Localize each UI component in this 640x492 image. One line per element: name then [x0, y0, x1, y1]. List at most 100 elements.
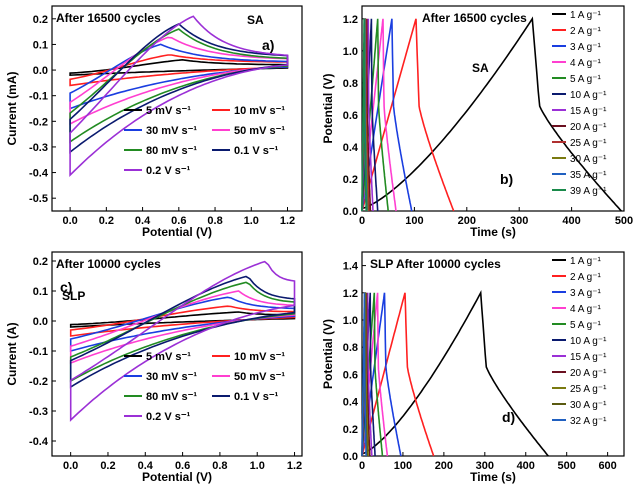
legend-entry: 20 A g⁻¹ [570, 122, 607, 133]
legend-entry: 10 mV s⁻¹ [234, 105, 285, 117]
x-tick-label: 0.2 [100, 460, 115, 472]
legend-entry: 10 A g⁻¹ [570, 336, 607, 347]
y-tick-label: 1.2 [343, 14, 358, 26]
x-tick-label: 0.8 [207, 215, 222, 227]
y-tick-label: -0.3 [29, 406, 48, 418]
legend-entry: 32 A g⁻¹ [570, 416, 607, 427]
plot-frame [361, 5, 625, 212]
y-tick-label: 0.0 [343, 451, 358, 463]
x-tick-label: 0 [359, 215, 365, 227]
panel-1-axes: 0 100 200 300 400 500 0.0 0.2 0.4 0.6 0.8 1.0 1.2 Tim… [321, 5, 633, 239]
legend-entry: 0.2 V s⁻¹ [146, 411, 191, 423]
x-tick-label: 0.4 [138, 460, 154, 472]
gcd-curve-1 [361, 290, 549, 457]
y-tick-label: 0.8 [343, 78, 358, 90]
legend-entry: 20 A g⁻¹ [570, 368, 607, 379]
panel-0-series [69, 15, 289, 178]
legend-entry: 4 A g⁻¹ [570, 58, 602, 69]
legend-entry: 5 A g⁻¹ [570, 74, 602, 85]
x-tick-label: 100 [394, 460, 412, 472]
x-tick-label: 600 [598, 460, 616, 472]
y-tick-label: 0.8 [343, 342, 358, 354]
panel-0-legend: 5 mV s⁻¹ 10 mV s⁻¹ 30 mV s⁻¹ 50 mV s⁻¹ 80 mV… [124, 105, 285, 177]
y-tick-label: 0.2 [343, 424, 358, 436]
legend-entry: 15 A g⁻¹ [570, 352, 607, 363]
y-tick-label: 0.6 [343, 110, 358, 122]
y-tick-label: -0.5 [29, 193, 48, 205]
y-tick-label: -0.1 [29, 346, 48, 358]
y-tick-label: 0.2 [33, 256, 48, 268]
gcd-curve-2 [361, 18, 455, 212]
y-tick-label: -0.4 [29, 168, 49, 180]
x-tick-label: 0.6 [171, 215, 186, 227]
legend-entry: 35 A g⁻¹ [570, 170, 607, 181]
y-tick-label: 0.4 [343, 397, 359, 409]
sample-tag: SA [472, 61, 489, 75]
x-tick-label: 400 [562, 215, 580, 227]
legend-entry: 50 mV s⁻¹ [234, 371, 285, 383]
gcd-curve-4 [361, 18, 397, 212]
x-tick-label: 500 [615, 215, 633, 227]
legend-entry: 1 A g⁻¹ [570, 10, 602, 21]
cv-curve-5 [69, 28, 289, 144]
plot-frame [51, 251, 303, 457]
sample-tag: SLP [62, 289, 85, 303]
legend-entry: 80 mV s⁻¹ [146, 391, 197, 403]
gcd-curve-3 [361, 18, 413, 212]
y-axis-label: Current (mA) [5, 71, 19, 145]
cv-curve-6 [69, 275, 296, 389]
y-tick-label: 0.0 [33, 316, 48, 328]
y-tick-label: -0.2 [29, 376, 48, 388]
legend-entry: 2 A g⁻¹ [570, 26, 602, 37]
panel-3-legend: 1 A g⁻¹ 2 A g⁻¹ 3 A g⁻¹ 4 A g⁻¹ 5 A g⁻¹ 10 A … [552, 256, 607, 427]
x-tick-label: 200 [458, 215, 476, 227]
panel-letter: d) [502, 409, 515, 425]
legend-entry: 4 A g⁻¹ [570, 304, 602, 315]
y-tick-label: -0.4 [29, 436, 49, 448]
panel-letter: a) [262, 37, 274, 53]
legend-entry: 2 A g⁻¹ [570, 272, 602, 283]
panel-title: After 16500 cycles [56, 11, 161, 25]
y-tick-label: 1.2 [343, 288, 358, 300]
y-tick-label: -0.2 [29, 116, 48, 128]
legend-entry: 25 A g⁻¹ [570, 138, 607, 149]
legend-entry: 25 A g⁻¹ [570, 384, 607, 395]
panel-2-axes: 0.0 0.2 0.4 0.6 0.8 1.0 1.2 0.2 0.1 0.0 -0.1 -0.2 -0… [5, 251, 303, 484]
y-tick-label: 1.0 [343, 46, 358, 58]
x-tick-label: 0.6 [175, 460, 190, 472]
panel-2-legend: 5 mV s⁻¹ 10 mV s⁻¹ 30 mV s⁻¹ 50 mV s⁻¹ 80 mV… [124, 351, 285, 423]
x-tick-label: 200 [435, 460, 453, 472]
x-tick-label: 300 [510, 215, 528, 227]
panel-0-axes: 0.0 0.2 0.4 0.6 0.8 1.0 1.2 0.2 0.1 0.0 -0.1 -0.2 -0… [5, 5, 303, 239]
legend-entry: 10 mV s⁻¹ [234, 351, 285, 363]
x-tick-label: 400 [517, 460, 535, 472]
x-tick-label: 0 [359, 460, 365, 472]
y-tick-label: 0.2 [343, 174, 358, 186]
gcd-curve-2 [361, 292, 435, 457]
y-tick-label: 0.0 [33, 65, 48, 77]
x-tick-label: 0.8 [212, 460, 227, 472]
panel-letter: c) [60, 279, 72, 295]
panel-1-series [361, 16, 622, 212]
panel-2-series [69, 260, 296, 422]
cv-curve-7 [69, 15, 289, 178]
legend-entry: 0.1 V s⁻¹ [234, 391, 279, 403]
cv-curve-3 [69, 296, 296, 353]
panel-title: After 10000 cycles [56, 257, 161, 271]
x-axis-label: Time (s) [470, 470, 516, 484]
y-tick-label: 0.0 [343, 206, 358, 218]
panel-3-axes: 0 100 200 300 400 500 600 0.0 0.2 0.4 0.6 0.8 1.0 1.2… [321, 251, 625, 484]
y-tick-label: 0.1 [33, 39, 48, 51]
cv-curve-4 [69, 290, 296, 365]
y-tick-label: 0.2 [33, 14, 48, 26]
y-tick-label: -0.1 [29, 91, 48, 103]
y-axis-label: Potential (V) [321, 73, 335, 143]
legend-entry: 0.1 V s⁻¹ [234, 145, 279, 157]
legend-entry: 15 A g⁻¹ [570, 106, 607, 117]
gcd-curve-12 [361, 18, 367, 211]
legend-entry: 50 mV s⁻¹ [234, 125, 285, 137]
cv-curve-7 [69, 260, 296, 422]
y-tick-label: 0.1 [33, 286, 48, 298]
plot-frame [361, 251, 625, 457]
